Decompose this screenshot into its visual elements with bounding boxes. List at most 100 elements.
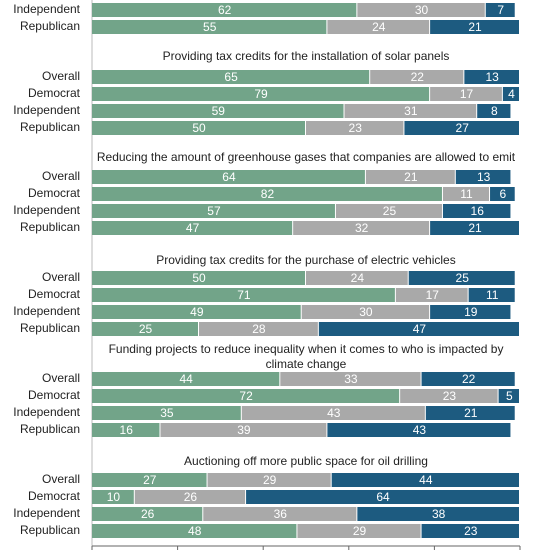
- panel-title: Providing tax credits for the installati…: [162, 48, 450, 63]
- panel-title-box: Funding projects to reduce inequality wh…: [108, 342, 504, 371]
- bar-segment: [134, 490, 246, 504]
- bar-segment: [430, 20, 519, 34]
- bar-segment: [400, 389, 498, 403]
- bar-segment: [498, 389, 519, 403]
- bar-segment: [92, 3, 357, 17]
- value-label: 24: [351, 271, 365, 285]
- bar-segment: [92, 187, 442, 201]
- value-label: 13: [477, 170, 491, 184]
- value-label: 21: [468, 221, 482, 235]
- bar-segment: [160, 423, 327, 437]
- x-tick-label: 80: [428, 548, 442, 550]
- value-label: 28: [252, 322, 266, 336]
- category-label: Overall: [42, 472, 80, 486]
- value-label: 29: [353, 524, 367, 538]
- bar-segment: [430, 221, 519, 235]
- bar-segment: [370, 70, 464, 84]
- value-label: 31: [404, 104, 418, 118]
- value-label: 24: [372, 20, 386, 34]
- category-label: Democrat: [28, 287, 81, 301]
- value-label: 16: [120, 423, 134, 437]
- category-label: Republican: [20, 19, 80, 33]
- category-label: Overall: [42, 270, 80, 284]
- value-label: 22: [411, 70, 425, 84]
- category-label: Democrat: [28, 186, 81, 200]
- bar-segment: [502, 87, 519, 101]
- value-label: 35: [160, 406, 174, 420]
- x-tick-label: 0: [89, 548, 96, 550]
- value-label: 23: [349, 121, 363, 135]
- bar-segment: [306, 121, 404, 135]
- bar-segment: [92, 490, 134, 504]
- value-label: 21: [404, 170, 418, 184]
- bar-segment: [203, 507, 357, 521]
- category-label: Independent: [13, 506, 80, 520]
- value-label: 6: [500, 187, 507, 201]
- value-label: 26: [184, 490, 198, 504]
- value-label: 5: [506, 389, 513, 403]
- value-label: 62: [218, 3, 232, 17]
- value-label: 39: [237, 423, 251, 437]
- value-label: 71: [237, 288, 251, 302]
- category-label: Independent: [13, 103, 80, 117]
- value-label: 50: [192, 271, 206, 285]
- bar-segment: [92, 305, 301, 319]
- value-label: 4: [508, 87, 515, 101]
- bar-segment: [92, 271, 305, 285]
- category-label: Democrat: [28, 489, 81, 503]
- bar-segment: [92, 104, 344, 118]
- panel-title-box: Providing tax credits for the installati…: [162, 48, 450, 63]
- value-label: 11: [486, 288, 499, 302]
- x-tick-label: 100: [510, 548, 530, 550]
- value-label: 72: [239, 389, 253, 403]
- category-label: Independent: [13, 405, 80, 419]
- bar-segment: [395, 288, 468, 302]
- value-label: 44: [419, 473, 433, 487]
- category-label: Democrat: [28, 388, 81, 402]
- bar-segment: [92, 473, 207, 487]
- bar-segment: [455, 170, 511, 184]
- value-label: 17: [426, 288, 440, 302]
- value-label: 16: [471, 204, 485, 218]
- value-label: 57: [207, 204, 221, 218]
- value-label: 8: [491, 104, 498, 118]
- value-label: 25: [456, 271, 470, 285]
- value-label: 82: [261, 187, 275, 201]
- bar-segment: [404, 121, 519, 135]
- bar-segment: [365, 170, 455, 184]
- panel-title-box: Reducing the amount of greenhouse gases …: [97, 150, 515, 164]
- bar-segment: [408, 271, 515, 285]
- bar-segment: [92, 87, 430, 101]
- value-label: 38: [432, 507, 446, 521]
- value-label: 47: [186, 221, 200, 235]
- value-label: 49: [190, 305, 204, 319]
- bar-segment: [92, 221, 293, 235]
- value-label: 22: [462, 372, 476, 386]
- bar-segment: [92, 423, 160, 437]
- bar-segment: [280, 372, 421, 386]
- bar-segment: [92, 372, 280, 386]
- panel-title: Providing tax credits for the purchase o…: [156, 252, 456, 267]
- value-label: 59: [212, 104, 226, 118]
- panel-title: Funding projects to reduce inequality wh…: [108, 342, 504, 371]
- value-label: 32: [355, 221, 369, 235]
- bar-segment: [92, 204, 335, 218]
- value-label: 19: [464, 305, 478, 319]
- value-label: 23: [464, 524, 478, 538]
- bar-segment: [92, 20, 327, 34]
- bar-segment: [92, 70, 370, 84]
- bar-segment: [468, 288, 515, 302]
- x-tick-label: 40: [257, 548, 271, 550]
- value-label: 79: [254, 87, 268, 101]
- bar-segment: [357, 3, 485, 17]
- category-label: Republican: [20, 523, 80, 537]
- value-label: 26: [141, 507, 155, 521]
- category-label: Overall: [42, 169, 80, 183]
- bar-segment: [430, 305, 511, 319]
- bar-segment: [357, 507, 519, 521]
- bar-segment: [92, 507, 203, 521]
- bar-segment: [490, 187, 515, 201]
- value-label: 65: [224, 70, 238, 84]
- bar-segment: [297, 524, 421, 538]
